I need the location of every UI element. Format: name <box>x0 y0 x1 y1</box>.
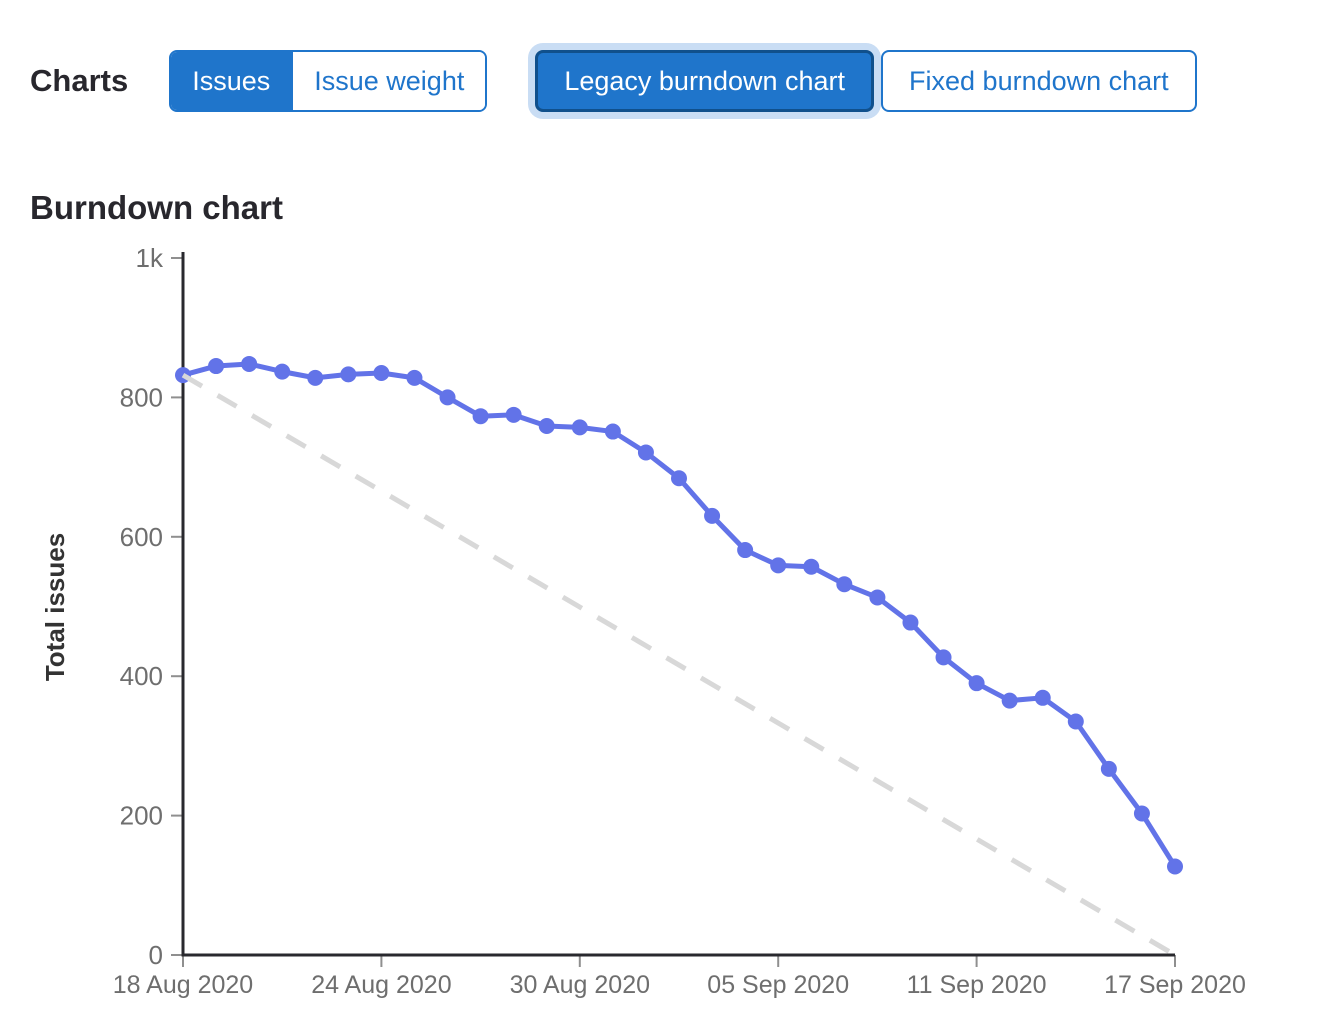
data-point[interactable] <box>1067 713 1084 730</box>
data-point[interactable] <box>604 423 621 440</box>
x-axis-tick-label: 30 Aug 2020 <box>510 971 650 999</box>
fixed-burndown-chart-button[interactable]: Fixed burndown chart <box>881 50 1197 112</box>
data-point[interactable] <box>274 363 291 380</box>
x-axis-tick-label: 11 Sep 2020 <box>907 971 1047 999</box>
data-point[interactable] <box>704 507 721 524</box>
data-point[interactable] <box>373 365 390 382</box>
y-axis-tick-label: 0 <box>149 940 163 970</box>
data-point[interactable] <box>1100 760 1117 777</box>
data-point[interactable] <box>472 408 489 425</box>
data-point[interactable] <box>1133 805 1150 822</box>
issue-weight-button[interactable]: Issue weight <box>291 52 486 110</box>
data-point[interactable] <box>439 389 456 406</box>
page-title: Burndown chart <box>30 189 283 227</box>
data-point[interactable] <box>836 576 853 593</box>
chart-type-toggle-group: Legacy burndown chart Fixed burndown cha… <box>535 50 1197 112</box>
data-point[interactable] <box>538 417 555 434</box>
data-point[interactable] <box>637 444 654 461</box>
data-point[interactable] <box>869 589 886 606</box>
x-axis-tick-label: 24 Aug 2020 <box>311 971 451 999</box>
metric-toggle-group: Issues Issue weight <box>169 50 488 112</box>
data-point[interactable] <box>671 470 687 487</box>
data-point[interactable] <box>1167 858 1183 875</box>
actual-burndown-line <box>180 361 1178 869</box>
legacy-burndown-chart-button[interactable]: Legacy burndown chart <box>535 50 875 112</box>
y-axis-tick-label: 800 <box>120 382 163 412</box>
issues-button[interactable]: Issues <box>171 52 292 110</box>
x-axis-tick-label: 17 Sep 2020 <box>1104 971 1246 999</box>
y-axis-tick-label: 400 <box>120 661 163 691</box>
x-axis-tick-label: 18 Aug 2020 <box>113 971 253 999</box>
y-axis-tick-label: 1k <box>136 243 164 273</box>
data-point[interactable] <box>803 558 820 575</box>
data-point[interactable] <box>1001 692 1018 709</box>
data-point[interactable] <box>340 366 357 383</box>
data-point[interactable] <box>208 358 225 375</box>
y-axis-tick-label: 200 <box>120 801 163 831</box>
y-axis-tick-label: 600 <box>120 522 163 552</box>
data-point[interactable] <box>241 355 258 372</box>
axis-lines <box>181 252 1175 957</box>
ideal-burndown-line <box>181 372 1177 958</box>
data-point[interactable] <box>307 369 324 386</box>
data-point[interactable] <box>1034 689 1051 706</box>
data-point[interactable] <box>902 614 919 631</box>
data-point[interactable] <box>571 419 588 436</box>
charts-label: Charts <box>30 63 129 98</box>
data-point[interactable] <box>770 557 787 574</box>
y-axis-title: Total issues <box>40 533 70 681</box>
data-point[interactable] <box>935 649 952 666</box>
data-point[interactable] <box>406 369 423 386</box>
data-point[interactable] <box>968 675 985 692</box>
data-point[interactable] <box>505 406 522 423</box>
x-axis-tick-label: 05 Sep 2020 <box>707 971 849 999</box>
data-point[interactable] <box>737 542 754 559</box>
charts-toolbar: Charts Issues Issue weight Legacy burndo… <box>30 50 1197 112</box>
